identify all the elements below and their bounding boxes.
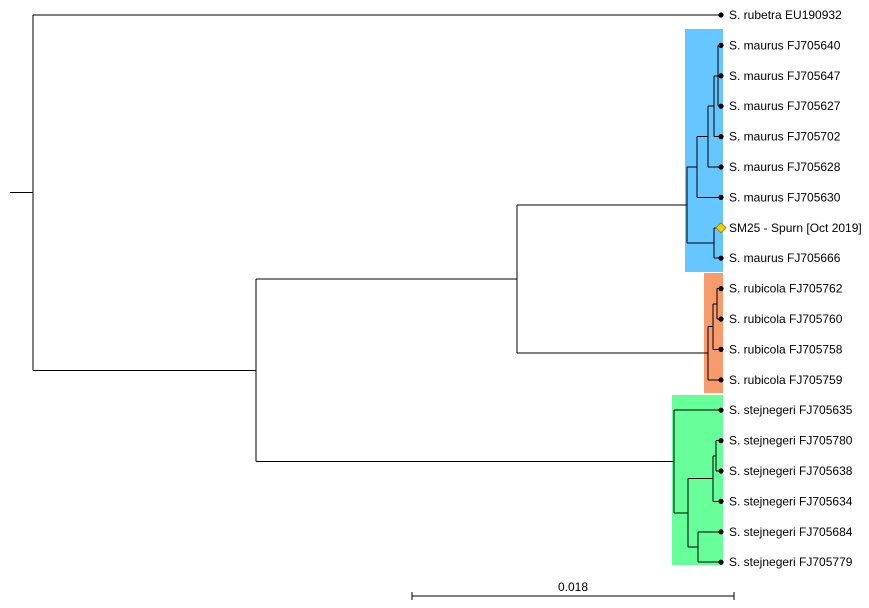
clade-highlights [672, 29, 723, 565]
tip-label-1: S. maurus FJ705640 [729, 38, 841, 52]
tip-marker-15 [718, 468, 724, 474]
scale-bar-label: 0.018 [558, 580, 588, 594]
tip-label-14: S. stejnegeri FJ705780 [729, 434, 853, 448]
tip-label-17: S. stejnegeri FJ705684 [729, 525, 853, 539]
tip-marker-2 [718, 73, 724, 79]
tip-marker-16 [718, 498, 724, 504]
tip-markers [715, 12, 727, 565]
tip-marker-9 [718, 286, 724, 292]
clade-highlight-maurus [685, 29, 723, 272]
tip-label-6: S. maurus FJ705630 [729, 190, 841, 204]
tip-marker-diamond-7 [715, 222, 727, 234]
tip-marker-13 [718, 407, 724, 413]
tip-label-0: S. rubetra EU190932 [729, 8, 842, 22]
tip-marker-0 [718, 12, 724, 18]
tip-label-8: S. maurus FJ705666 [729, 251, 841, 265]
tip-label-7: SM25 - Spurn [Oct 2019] [729, 221, 862, 235]
tip-marker-3 [718, 103, 724, 109]
tip-marker-12 [718, 377, 724, 383]
tip-label-11: S. rubicola FJ705758 [729, 342, 843, 356]
tip-marker-18 [718, 559, 724, 565]
tip-marker-10 [718, 316, 724, 322]
scale-bar: 0.018 [411, 580, 735, 600]
tip-label-12: S. rubicola FJ705759 [729, 373, 843, 387]
tip-label-13: S. stejnegeri FJ705635 [729, 403, 853, 417]
tip-label-18: S. stejnegeri FJ705779 [729, 555, 853, 569]
tip-label-3: S. maurus FJ705627 [729, 99, 841, 113]
tip-label-2: S. maurus FJ705647 [729, 69, 841, 83]
tree-branches [10, 14, 721, 563]
tip-label-4: S. maurus FJ705702 [729, 130, 841, 144]
tip-marker-8 [718, 255, 724, 261]
tip-label-9: S. rubicola FJ705762 [729, 282, 843, 296]
tip-marker-14 [718, 438, 724, 444]
tip-marker-17 [718, 529, 724, 535]
tip-label-10: S. rubicola FJ705760 [729, 312, 843, 326]
tip-marker-1 [718, 42, 724, 49]
tip-marker-11 [718, 346, 724, 352]
tip-marker-4 [718, 134, 724, 140]
tip-label-15: S. stejnegeri FJ705638 [729, 464, 853, 478]
tip-label-16: S. stejnegeri FJ705634 [729, 494, 853, 508]
tip-marker-5 [718, 164, 724, 170]
tip-labels: S. rubetra EU190932 S. maurus FJ705640 S. … [729, 8, 862, 569]
tip-marker-6 [718, 194, 724, 200]
tip-label-5: S. maurus FJ705628 [729, 160, 841, 174]
